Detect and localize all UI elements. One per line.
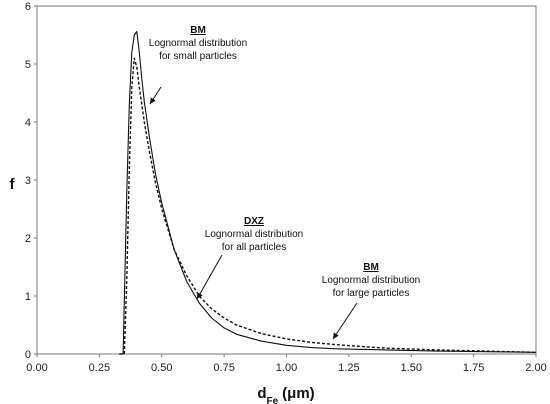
annotation-line: Lognormal distribution [205, 229, 303, 240]
annotation: DXZ Lognormal distribution for all particl… [205, 216, 303, 253]
annotation: BM Lognormal distribution for large partic… [322, 262, 420, 299]
x-tick-label: 1.50 [401, 362, 422, 374]
y-axis-label: f [10, 176, 16, 193]
annotation-line: for large particles [333, 288, 410, 299]
annotation-arrow [332, 302, 358, 340]
annotation-title: DXZ [244, 216, 264, 227]
annotation-line: Lognormal distribution [149, 38, 247, 49]
y-tick-label: 5 [25, 59, 31, 71]
x-tick-label: 0.00 [26, 362, 47, 374]
x-tick-label: 2.00 [525, 362, 546, 374]
x-tick-label: 1.75 [463, 362, 484, 374]
x-tick-label: 0.25 [89, 362, 110, 374]
annotation-arrows [149, 86, 358, 340]
axes-frame [36, 5, 537, 355]
y-tick-label: 2 [25, 233, 31, 245]
y-tick-label: 6 [25, 1, 31, 13]
annotation-title: BM [363, 262, 379, 273]
y-tick-label: 4 [25, 117, 31, 129]
y-tick-label: 3 [25, 175, 31, 187]
x-tick-label: 1.25 [338, 362, 359, 374]
annotation-arrow [149, 86, 162, 105]
annotation-line: Lognormal distribution [322, 275, 420, 286]
y-tick-label: 1 [25, 291, 31, 303]
y-tick-label: 0 [25, 349, 31, 361]
annotation-arrow [196, 254, 223, 300]
series-lines [119, 30, 537, 355]
annotations: BM Lognormal distribution for small partic… [149, 25, 420, 299]
solid-series-line [119, 30, 537, 355]
x-tick-label: 1.00 [276, 362, 297, 374]
annotation-line: for small particles [159, 51, 237, 62]
x-tick-label: 0.50 [151, 362, 172, 374]
annotation-title: BM [190, 25, 206, 36]
y-tick-labels: 0 1 2 3 4 5 6 [25, 1, 37, 361]
annotation: BM Lognormal distribution for small partic… [149, 25, 247, 62]
x-tick-labels: 0.00 0.25 0.50 0.75 1.00 1.25 1.50 1.75 2.00 [26, 354, 547, 374]
dashed-series-line [119, 57, 537, 355]
x-axis-label: dFe (μm) [257, 385, 314, 404]
x-tick-label: 0.75 [213, 362, 234, 374]
plot-frame [36, 5, 537, 355]
annotation-line: for all particles [222, 242, 286, 253]
